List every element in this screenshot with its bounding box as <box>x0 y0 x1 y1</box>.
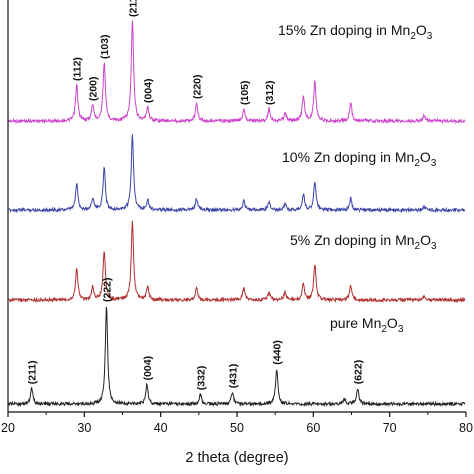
series-label-part: O <box>420 232 431 248</box>
series-label-subscript: 2 <box>381 324 387 335</box>
peak-label: (103) <box>99 34 111 59</box>
peak-label: (431) <box>227 364 239 389</box>
x-tick-label: 30 <box>77 421 91 435</box>
series-line <box>8 134 466 214</box>
x-ticks: 20 30 40 50 60 70 80 <box>1 412 473 435</box>
series-label-part: pure Mn <box>330 315 381 331</box>
x-tick-label: 40 <box>154 421 168 435</box>
series-label-part: 10% Zn doping in Mn <box>282 149 414 165</box>
series-label-subscript: 3 <box>427 31 433 42</box>
series-group: 5% Zn doping in Mn2O3 <box>8 220 466 304</box>
x-tick-label: 60 <box>306 421 320 435</box>
peak-label: (211) <box>127 0 139 17</box>
series-label-part: 5% Zn doping in Mn <box>290 232 415 248</box>
series-label-part: O <box>420 149 431 165</box>
peak-label: (112) <box>72 57 84 81</box>
x-axis-title: 2 theta (degree) <box>185 450 288 466</box>
series-label-subscript: 3 <box>431 158 437 169</box>
peak-label: (200) <box>88 76 100 101</box>
series-label: 15% Zn doping in Mn2O3 <box>278 22 433 42</box>
series-label: 5% Zn doping in Mn2O3 <box>290 232 437 252</box>
series-label: pure Mn2O3 <box>330 315 404 335</box>
series-label-subscript: 2 <box>415 241 421 252</box>
peak-label: (211) <box>27 360 39 384</box>
peak-label: (004) <box>142 356 154 381</box>
series-label-part: O <box>387 315 398 331</box>
series-group: 15% Zn doping in Mn2O3 (112) (200) (103) (21… <box>8 0 466 125</box>
series-label-subscript: 2 <box>414 158 420 169</box>
plot-area: 15% Zn doping in Mn2O3(112)(200)(103)(21… <box>8 0 466 408</box>
x-tick-label: 80 <box>459 421 473 435</box>
peak-label: (312) <box>264 80 276 105</box>
series-label-subscript: 2 <box>410 31 416 42</box>
series-label-subscript: 3 <box>431 241 437 252</box>
x-tick-label: 50 <box>230 421 244 435</box>
peak-label: (004) <box>143 78 155 103</box>
series-label: 10% Zn doping in Mn2O3 <box>282 149 437 169</box>
series-line <box>8 306 466 408</box>
series-line <box>8 20 466 125</box>
x-tick-label: 20 <box>1 421 15 435</box>
x-tick-label: 70 <box>383 421 397 435</box>
series-label-part: O <box>416 22 427 38</box>
series-group: pure Mn2O3 (211) (222) (004) (332) (431) (440)… <box>8 277 466 408</box>
peak-label: (222) <box>102 277 114 302</box>
peak-label: (332) <box>195 366 207 391</box>
peak-label: (622) <box>353 360 365 385</box>
series-group: 10% Zn doping in Mn2O3 <box>8 134 466 214</box>
peak-label: (220) <box>192 74 204 99</box>
series-label-part: 15% Zn doping in Mn <box>278 22 410 38</box>
series-line <box>8 220 466 304</box>
peak-label: (440) <box>272 340 284 365</box>
peak-label: (105) <box>239 80 251 105</box>
series-label-subscript: 3 <box>398 324 404 335</box>
